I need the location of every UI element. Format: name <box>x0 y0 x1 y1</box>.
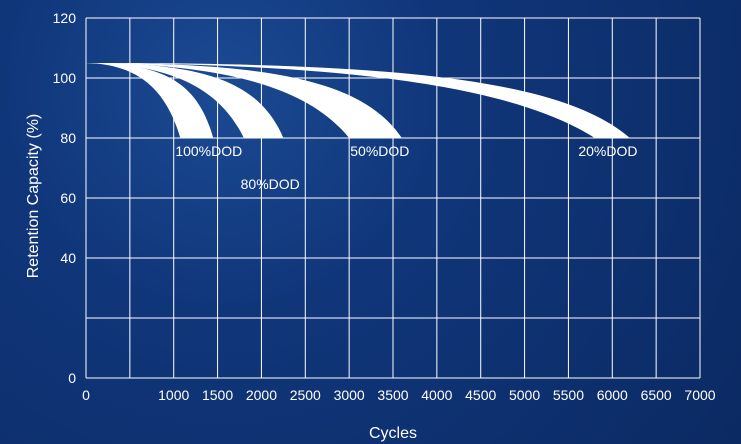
y-tick-label: 120 <box>53 10 77 26</box>
series-label: 100%DOD <box>175 143 242 159</box>
y-tick-label: 100 <box>53 70 77 86</box>
x-tick-label: 2000 <box>246 387 277 403</box>
dod-band-2 <box>86 62 402 138</box>
labels-layer: 100%DOD 80%DOD 50%DOD 20%DOD <box>175 143 637 192</box>
x-tick-label: 5000 <box>509 387 540 403</box>
bands-layer <box>86 62 630 138</box>
dod-band-1 <box>86 62 284 138</box>
x-tick-label: 7000 <box>684 387 715 403</box>
series-label: 20%DOD <box>578 143 637 159</box>
x-tick-label: 6000 <box>597 387 628 403</box>
y-tick-label: 60 <box>60 190 76 206</box>
x-tick-label: 4500 <box>465 387 496 403</box>
y-tick-label: 80 <box>60 130 76 146</box>
x-tick-label: 6500 <box>641 387 672 403</box>
y-axis-label: Retention Capacity (%) <box>25 114 42 279</box>
x-tick-label: 0 <box>82 387 90 403</box>
dod-band-0 <box>86 62 214 138</box>
x-tick-label: 1000 <box>158 387 189 403</box>
x-tick-label: 1500 <box>202 387 233 403</box>
y-tick-label: 0 <box>68 370 76 386</box>
series-label: 80%DOD <box>241 176 300 192</box>
dod-band-3 <box>86 62 630 138</box>
x-tick-label: 3000 <box>334 387 365 403</box>
series-label: 50%DOD <box>350 143 409 159</box>
x-tick-label: 2500 <box>290 387 321 403</box>
y-tick-label: 40 <box>60 250 76 266</box>
ticks-layer: 0 1000 1500 2000 2500 3000 3500 4000 4500 5000 550… <box>53 10 716 403</box>
x-tick-label: 4000 <box>421 387 452 403</box>
x-axis-label: Cycles <box>369 425 417 442</box>
x-tick-label: 5500 <box>553 387 584 403</box>
x-tick-label: 3500 <box>377 387 408 403</box>
grid-layer <box>85 17 701 379</box>
